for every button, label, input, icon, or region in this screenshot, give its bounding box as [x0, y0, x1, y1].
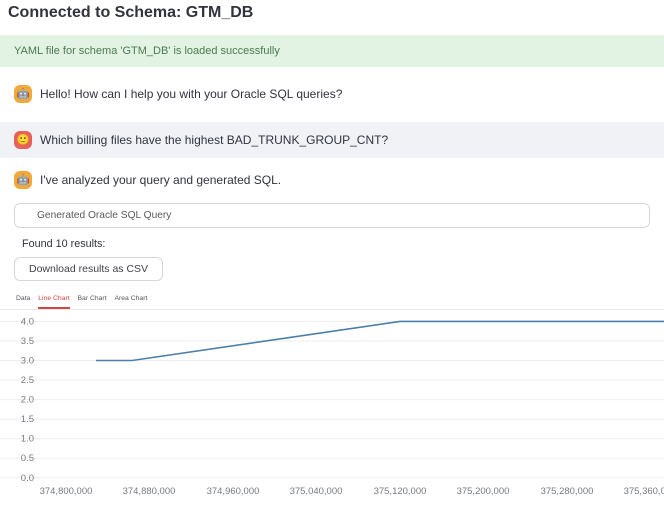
svg-text:375,360,000: 375,360,000 — [624, 486, 664, 497]
svg-text:375,200,000: 375,200,000 — [457, 486, 510, 497]
svg-text:3.0: 3.0 — [21, 356, 34, 367]
svg-text:0.5: 0.5 — [21, 453, 34, 464]
svg-text:2.0: 2.0 — [21, 395, 34, 406]
svg-text:2.5: 2.5 — [21, 375, 34, 386]
svg-text:4.0: 4.0 — [21, 317, 34, 328]
svg-text:0.0: 0.0 — [21, 473, 34, 484]
svg-text:3.5: 3.5 — [21, 336, 34, 347]
svg-text:374,880,000: 374,880,000 — [123, 486, 176, 497]
svg-text:374,800,000: 374,800,000 — [40, 486, 93, 497]
svg-text:375,040,000: 375,040,000 — [290, 486, 343, 497]
svg-text:1.5: 1.5 — [21, 414, 34, 425]
svg-text:375,120,000: 375,120,000 — [374, 486, 427, 497]
svg-text:1.0: 1.0 — [21, 434, 34, 445]
svg-text:375,280,000: 375,280,000 — [541, 486, 594, 497]
svg-text:374,960,000: 374,960,000 — [207, 486, 260, 497]
